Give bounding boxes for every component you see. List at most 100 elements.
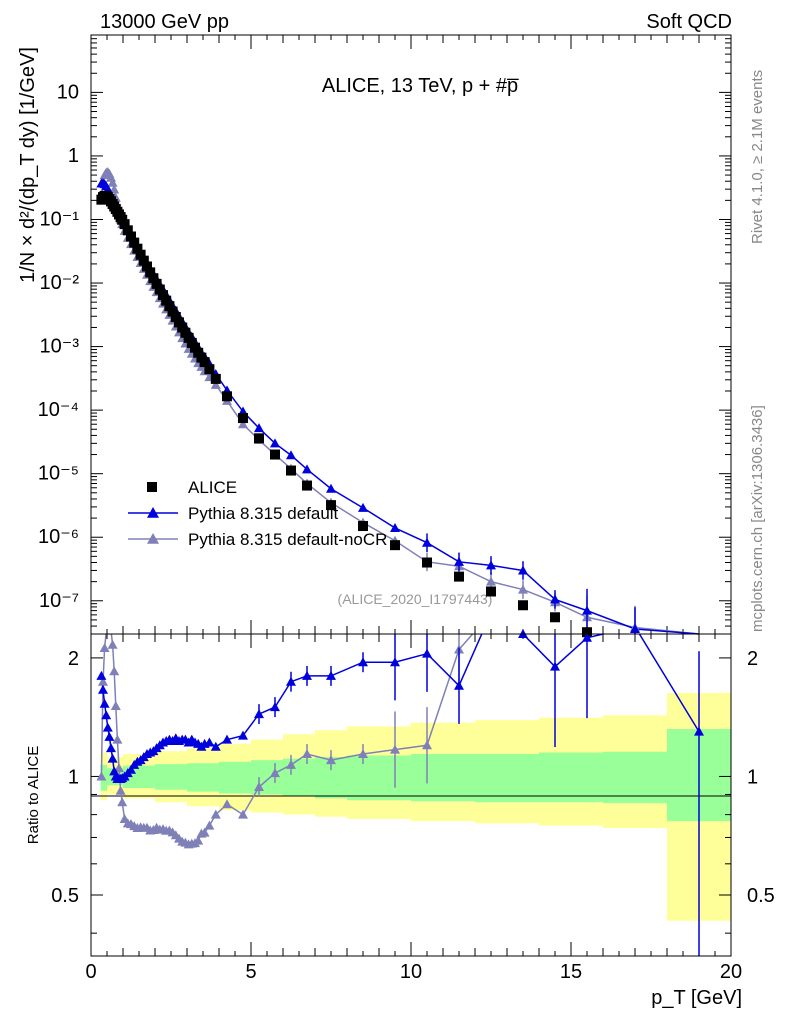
ratio-marker-nocr [422,740,432,750]
ratio-marker-default [104,731,115,741]
ratio-marker-nocr [99,642,110,652]
marker-alice [390,540,400,551]
chart-title: ALICE, 13 TeV, p + #p̅ [322,75,519,97]
marker-alice [270,449,280,460]
ratio-marker-nocr [96,771,107,781]
ratio-marker-default [582,632,592,642]
marker-alice [126,231,136,242]
ratio-marker-default [454,680,464,690]
x-tick-label: 10 [400,961,422,983]
ratio-marker-default [204,737,215,747]
marker-alice [210,373,221,384]
y-tick-label: 10⁻¹ [40,208,80,230]
y-tick-label: 10⁻⁴ [38,399,79,421]
analysis-id: (ALICE_2020_I1797443) [338,591,493,607]
marker-alice [161,295,172,306]
y-tick-label: 10⁻⁷ [39,590,79,612]
ratio-marker-nocr [193,835,204,845]
ratio-marker-default [422,648,432,658]
y-tick-label: 10⁻⁵ [38,463,79,485]
marker-default [486,560,496,570]
ratio-marker-nocr [326,755,336,765]
main-panel: ALICE, 13 TeV, p + #p̅ (ALICE_2020_I1797… [17,34,732,638]
ratio-marker-default [358,657,368,667]
x-tick-label: 20 [720,961,742,983]
marker-default [270,438,280,448]
marker-alice [550,612,560,623]
ratio-marker-nocr [115,785,126,795]
ratio-marker-default [126,764,136,774]
ratio-uncertainty-bands [100,692,732,921]
y-tick-label: 1 [68,766,79,788]
ratio-marker-default [210,741,221,751]
ratio-marker-nocr [238,809,248,819]
rivet-label: Rivet 4.1.0, ≥ 2.1M events [749,70,766,244]
y-tick-label: 10⁻⁶ [38,526,79,548]
marker-default [286,450,296,460]
ratio-marker-nocr [390,744,400,754]
ratio-marker-default [102,722,113,732]
series-line-nocr [100,171,700,635]
ratio-marker-default [550,661,560,671]
marker-alice [177,322,188,333]
ratio-marker-nocr [109,666,120,676]
marker-alice [238,413,248,424]
marker-alice [138,255,149,266]
ratio-marker-default [99,698,110,708]
marker-default [254,423,264,433]
ratio-panel: 0 5 10 15 20 0.5 0.5 1 1 2 2 Ratio to ALICE p_T [G… [25,629,775,1009]
marker-alice [180,327,191,338]
y-tick-label: 10⁻² [40,272,80,294]
marker-alice [190,342,200,353]
ratio-marker-nocr [112,734,123,744]
ratio-marker-nocr [358,749,368,759]
ratio-marker-nocr [286,759,296,769]
ratio-marker-default [390,657,400,667]
marker-alice [148,273,159,284]
ratio-marker-nocr [222,799,232,809]
ratio-marker-default [694,726,704,736]
legend-marker-nocr [147,533,159,544]
legend: ALICE Pythia 8.315 default Pythia 8.315 de… [128,478,387,549]
ratio-marker-nocr [110,700,121,710]
marker-default [302,464,312,474]
marker-default [454,556,464,566]
ratio-band-outer [100,692,732,921]
marker-alice [326,500,336,511]
marker-alice [158,290,168,301]
marker-alice [254,433,264,444]
marker-default [550,594,560,604]
marker-alice [122,225,133,236]
ratio-marker-nocr [210,809,221,819]
x-axis-label: p_T [GeV] [651,987,742,1009]
ratio-marker-default [254,709,264,719]
ratio-marker-default [107,753,118,763]
ratio-y-axis-label: Ratio to ALICE [25,746,42,844]
x-tick-label: 0 [85,961,96,983]
ratio-marker-default [286,676,296,686]
ratio-marker-default [101,710,112,720]
marker-alice [286,465,296,476]
y-tick-label-right: 0.5 [747,885,775,907]
marker-nocr [518,584,528,594]
marker-default [326,483,336,493]
marker-alice [222,391,232,402]
marker-nocr [210,379,221,389]
marker-alice [486,586,496,597]
legend-label: ALICE [188,478,237,497]
ratio-series [96,629,704,956]
legend-label: Pythia 8.315 default-noCR [188,530,387,549]
main-y-axis-label: 1/N × d²/(dp_T dy) [1/GeV] [17,47,39,283]
ratio-marker-nocr [117,797,128,807]
legend-marker-alice [147,482,157,492]
ratio-marker-default [222,734,232,744]
ratio-marker-nocr [114,763,124,773]
marker-alice [167,306,178,317]
ratio-axis-ticks: 0 5 10 15 20 0.5 0.5 1 1 2 2 [51,634,775,983]
ratio-marker-default [238,730,248,740]
marker-default [390,522,400,532]
marker-alice [129,237,140,248]
ratio-frame [90,633,732,957]
marker-alice [119,219,130,230]
ratio-marker-nocr [199,827,210,837]
